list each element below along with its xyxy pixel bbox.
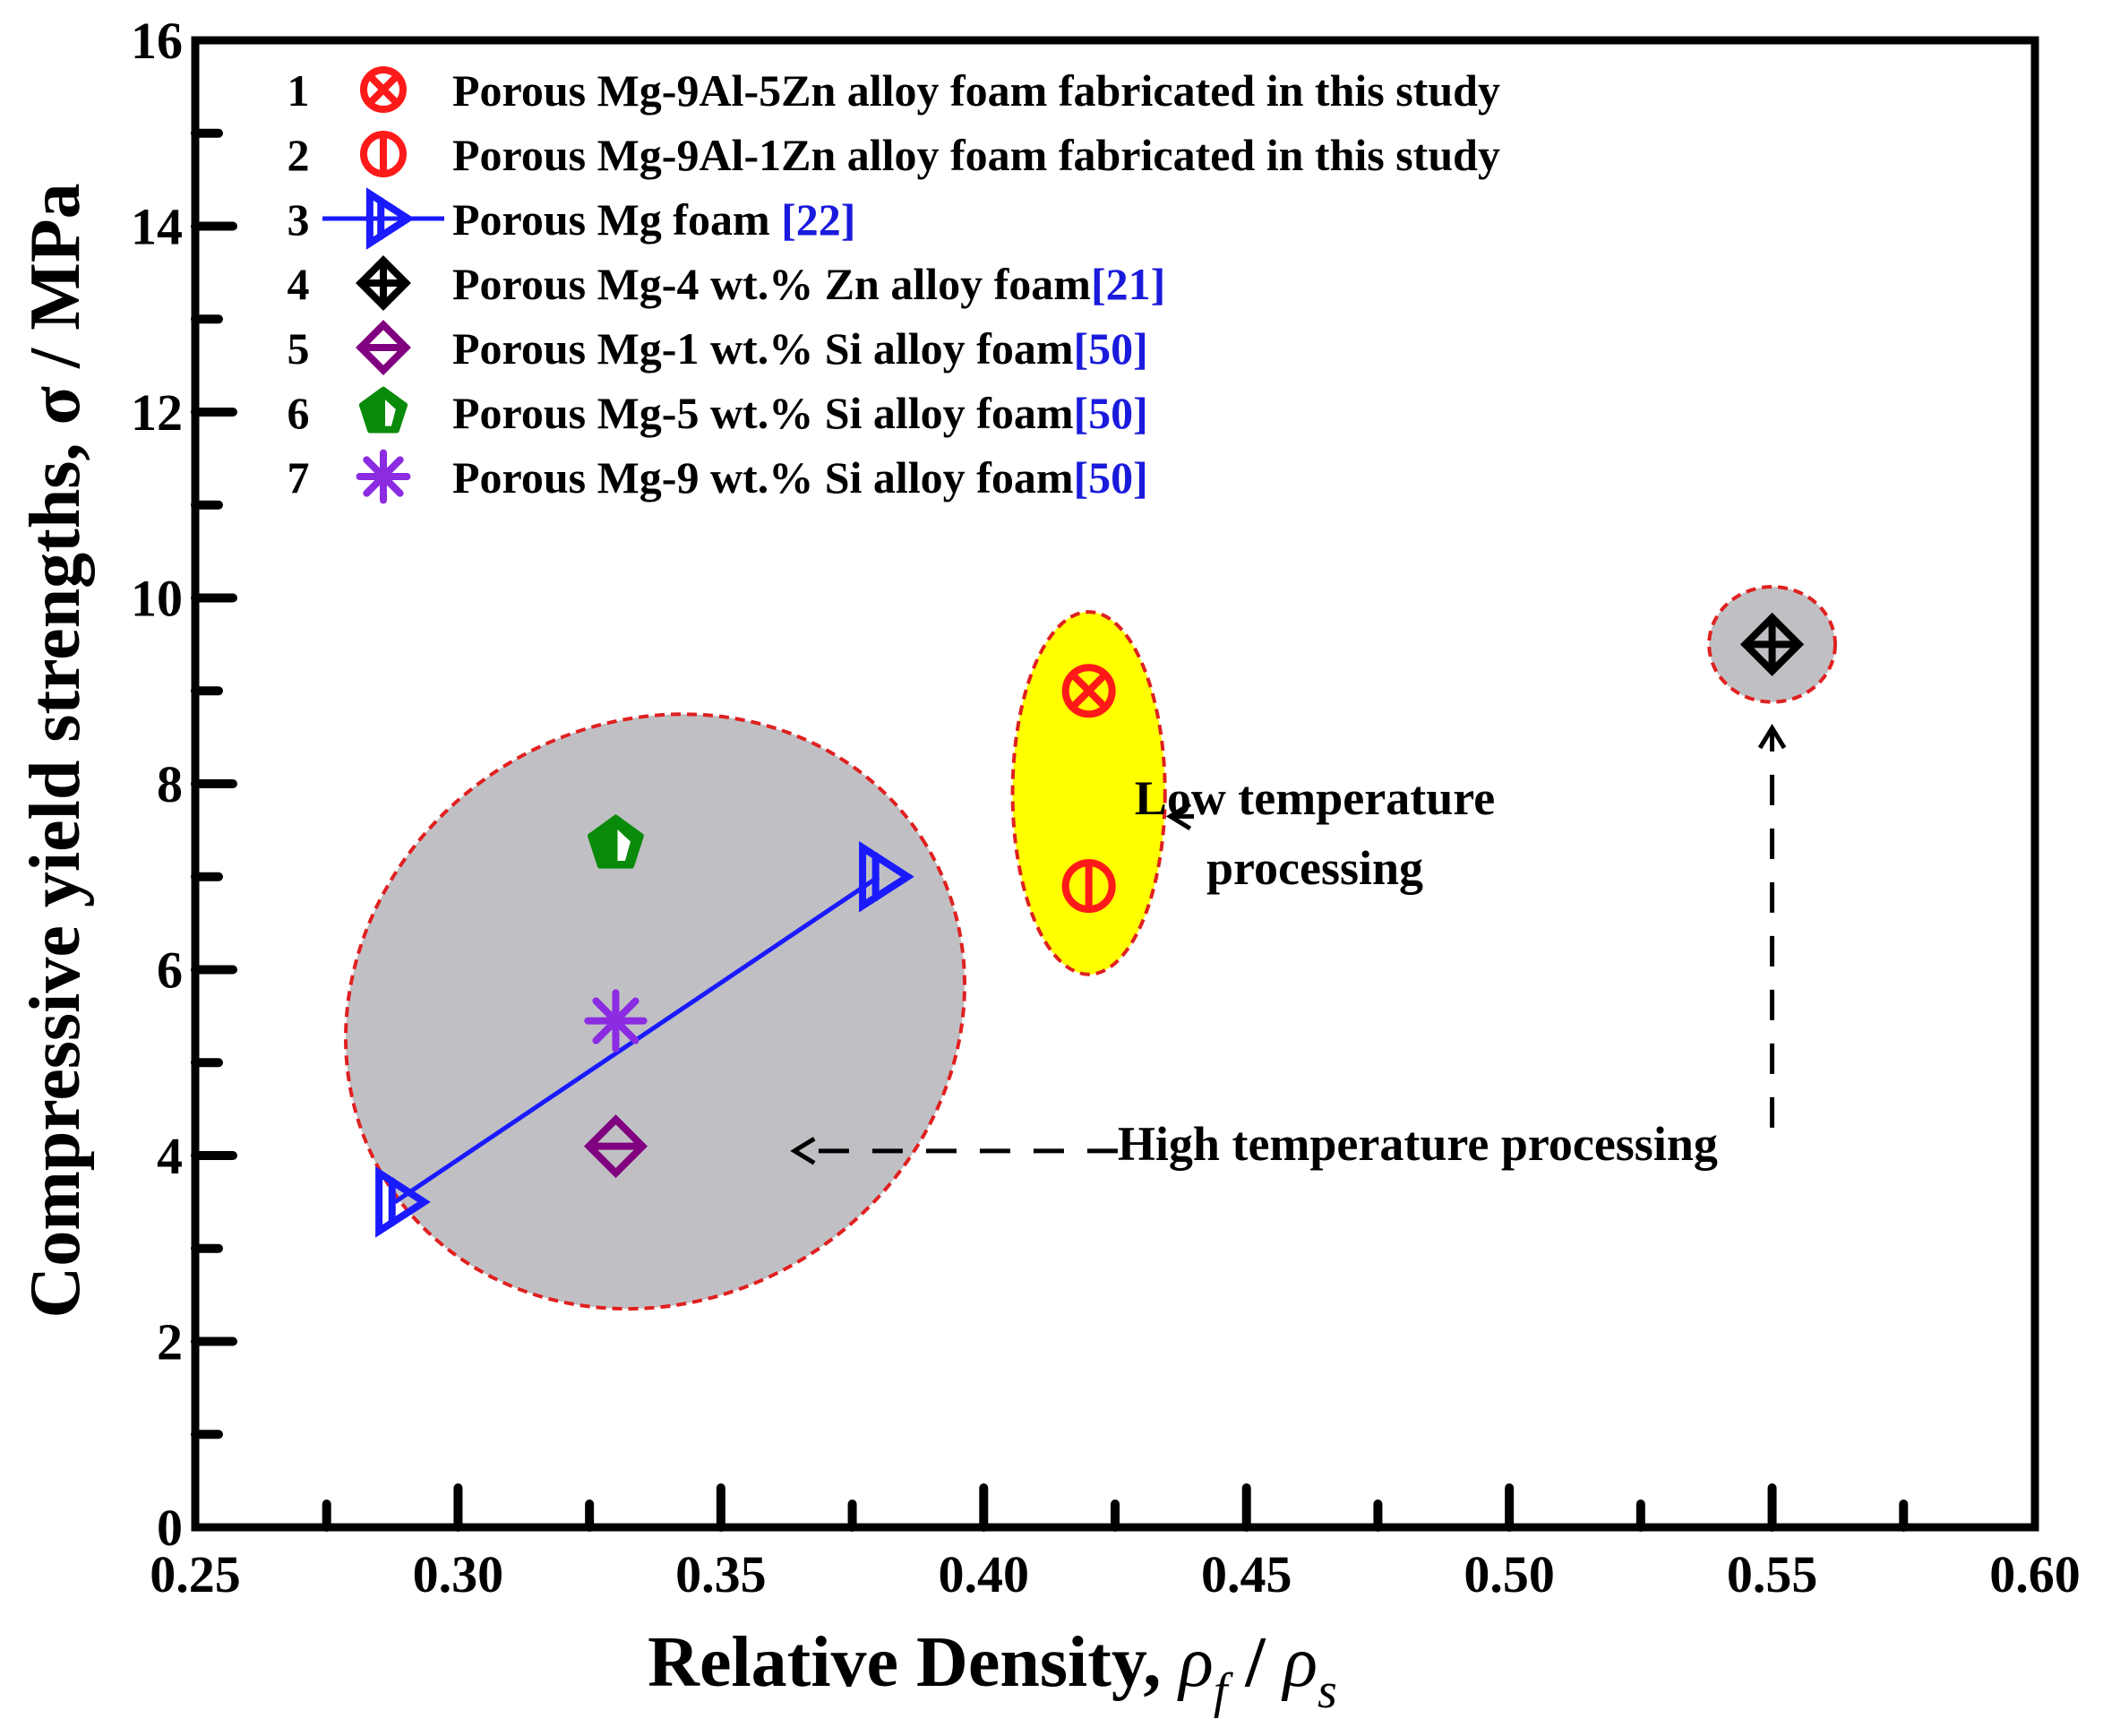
legend-label: Porous Mg-9Al-1Zn alloy foam fabricated … xyxy=(452,130,1500,180)
legend-label: Porous Mg-1 wt.% Si alloy foam[50] xyxy=(452,323,1148,374)
legend-number: 3 xyxy=(288,194,310,245)
annotation-arrow-2 xyxy=(790,1137,1118,1165)
data-point-s5-1 xyxy=(583,1114,648,1179)
legend-marker xyxy=(365,187,415,250)
legend-label: Porous Mg-4 wt.% Zn alloy foam[21] xyxy=(452,259,1165,309)
x-tick-label-3: 0.35 xyxy=(675,1545,767,1603)
annotation-arrows xyxy=(790,723,1787,1165)
legend-number: 4 xyxy=(288,259,310,309)
x-tick-label-2: 0.30 xyxy=(413,1545,504,1603)
legend-number: 1 xyxy=(288,65,310,116)
data-point-s7-1 xyxy=(584,989,648,1053)
highlight-region-1 xyxy=(344,712,966,1311)
data-markers xyxy=(375,612,1805,1238)
annotation-text-2: High temperature processing xyxy=(1118,1117,1718,1171)
legend-number: 2 xyxy=(288,130,310,180)
annotation-text-1: Low temperature processing xyxy=(1135,771,1495,895)
legend-entry-2: 2 Porous Mg-9Al-1Zn alloy foam fabricated… xyxy=(288,130,1500,180)
y-tick-label-5: 8 xyxy=(157,755,183,813)
legend-entry-4: 4 Porous Mg-4 wt.% Zn alloy foam[21] xyxy=(288,255,1165,311)
legend: 1 Porous Mg-9Al-5Zn alloy foam fabricated… xyxy=(288,65,1500,504)
legend-label: Porous Mg-9Al-5Zn alloy foam fabricated … xyxy=(452,65,1500,116)
annotation-arrow-3 xyxy=(1757,723,1787,1128)
legend-marker xyxy=(356,320,411,375)
y-tick-label-3: 4 xyxy=(157,1127,183,1185)
legend-number: 5 xyxy=(288,323,310,374)
highlight-region-2 xyxy=(1010,610,1167,976)
axes: 0.25 0.30 0.35 0.40 0.45 0.50 0.55 0.60 0 2 4 6 8 10 1… xyxy=(131,12,2081,1603)
x-axis-label: Relative Density, ρf / ρs xyxy=(648,1623,1337,1719)
legend-marker xyxy=(358,386,408,434)
legend-entry-7: 7 Porous Mg-9 wt.% Si alloy foam[50] xyxy=(288,449,1148,504)
highlight-regions xyxy=(344,585,1837,1311)
x-tick-label-7: 0.55 xyxy=(1727,1545,1818,1603)
legend-marker xyxy=(360,131,407,177)
data-point-s1-1 xyxy=(1061,664,1116,718)
legend-entry-1: 1 Porous Mg-9Al-5Zn alloy foam fabricated… xyxy=(288,65,1500,116)
legend-marker xyxy=(356,449,411,504)
legend-marker xyxy=(360,66,407,113)
legend-number: 7 xyxy=(288,452,310,503)
y-tick-label-1: 0 xyxy=(157,1499,183,1557)
legend-marker xyxy=(356,255,411,311)
y-tick-label-6: 10 xyxy=(131,570,183,628)
legend-entry-6: 6 Porous Mg-5 wt.% Si alloy foam[50] xyxy=(288,386,1148,438)
legend-label: Porous Mg-5 wt.% Si alloy foam[50] xyxy=(452,388,1148,438)
data-point-s6-1 xyxy=(588,814,644,869)
data-point-s4-1 xyxy=(1740,612,1805,676)
annotation-arrow-1 xyxy=(1165,802,1195,831)
x-tick-label-5: 0.45 xyxy=(1201,1545,1292,1603)
y-tick-label-9: 16 xyxy=(131,12,183,70)
legend-entry-5: 5 Porous Mg-1 wt.% Si alloy foam[50] xyxy=(288,320,1148,375)
y-tick-label-8: 14 xyxy=(131,198,183,256)
y-tick-label-2: 2 xyxy=(157,1313,183,1371)
legend-entry-3: 3 Porous Mg foam [22] xyxy=(288,187,855,250)
legend-number: 6 xyxy=(288,388,310,438)
x-tick-label-8: 0.60 xyxy=(1989,1545,2081,1603)
x-tick-label-6: 0.50 xyxy=(1464,1545,1555,1603)
legend-label: Porous Mg-9 wt.% Si alloy foam[50] xyxy=(452,452,1148,503)
annotations: Low temperature processing High temperatur… xyxy=(1118,771,1718,1171)
y-tick-label-4: 6 xyxy=(157,941,183,1000)
x-tick-label-4: 0.40 xyxy=(939,1545,1030,1603)
y-axis-label: Compressive yield strengths, σ / MPa xyxy=(16,183,95,1318)
data-point-s2-1 xyxy=(1061,859,1116,914)
y-tick-label-7: 12 xyxy=(131,383,183,442)
legend-label: Porous Mg foam [22] xyxy=(452,194,855,245)
data-point-s3-1 xyxy=(375,1166,431,1238)
data-point-s3-2 xyxy=(859,840,914,913)
x-tick-label-1: 0.25 xyxy=(150,1545,241,1603)
